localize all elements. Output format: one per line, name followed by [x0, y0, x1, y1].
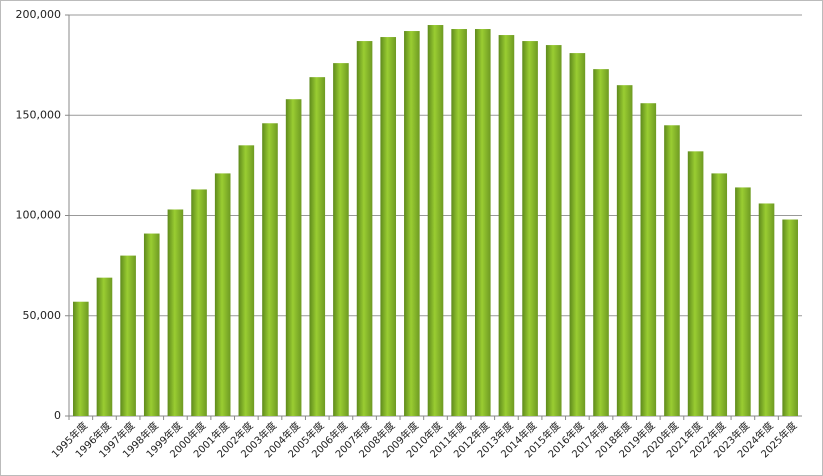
bar — [427, 25, 444, 417]
bar — [167, 209, 184, 416]
bar — [96, 277, 113, 416]
bar — [191, 189, 207, 416]
y-tick-label: 100,000 — [16, 209, 62, 222]
bar — [664, 125, 680, 417]
bar — [545, 45, 562, 416]
bar — [214, 173, 231, 416]
bar — [404, 31, 420, 416]
bar — [711, 173, 728, 416]
bar — [120, 255, 136, 416]
y-tick-label: 150,000 — [16, 108, 62, 121]
bar — [309, 77, 326, 416]
bar — [616, 85, 633, 417]
bar — [451, 29, 467, 416]
bar — [640, 103, 657, 416]
y-tick-label: 50,000 — [23, 309, 62, 322]
bar — [758, 203, 775, 416]
bar — [498, 35, 515, 417]
bar — [262, 123, 278, 417]
bar — [687, 151, 704, 416]
bar — [285, 99, 302, 417]
bar — [522, 41, 538, 416]
bar — [593, 69, 609, 416]
bar — [238, 145, 255, 416]
y-tick-label: 0 — [54, 409, 61, 422]
bar — [356, 41, 373, 416]
bar — [380, 37, 397, 417]
bar — [474, 29, 491, 416]
bar — [735, 187, 751, 416]
bar — [143, 233, 160, 416]
bar — [333, 63, 349, 417]
bar — [569, 53, 586, 416]
bar — [782, 219, 798, 416]
bar — [73, 301, 89, 416]
y-tick-label: 200,000 — [16, 8, 62, 21]
